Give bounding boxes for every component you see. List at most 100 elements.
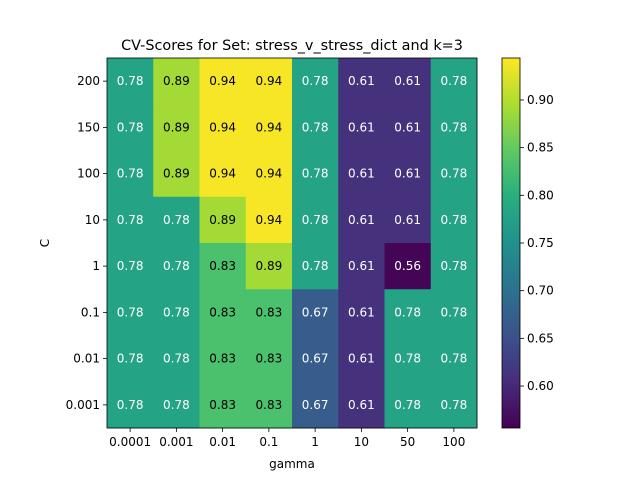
heatmap-cell	[107, 243, 154, 290]
y-tick-label: 1	[92, 259, 100, 273]
cell-value-label: 0.78	[441, 398, 468, 412]
heatmap-cell	[199, 243, 247, 290]
heatmap-cell	[430, 289, 478, 336]
cell-value-label: 0.83	[209, 352, 236, 366]
cell-value-label: 0.78	[441, 352, 468, 366]
cell-value-label: 0.83	[256, 398, 283, 412]
heatmap-cell	[199, 150, 247, 198]
heatmap-cell	[338, 58, 385, 105]
cell-value-label: 0.94	[209, 74, 236, 88]
cell-value-label: 0.61	[348, 213, 375, 227]
cell-value-label: 0.78	[117, 213, 144, 227]
colorbar-tick-label: 0.65	[527, 331, 554, 345]
heatmap-cell	[338, 150, 385, 198]
heatmap-cell	[338, 196, 385, 244]
y-tick-label: 100	[77, 167, 100, 181]
x-tick-label: 0.001	[159, 435, 193, 449]
heatmap-cell	[338, 289, 385, 336]
heatmap-cell	[199, 335, 247, 383]
cell-value-label: 0.78	[163, 305, 190, 319]
heatmap-cell	[153, 58, 200, 105]
cell-value-label: 0.61	[394, 167, 421, 181]
y-tick-label: 10	[85, 213, 100, 227]
cell-value-label: 0.94	[256, 167, 283, 181]
heatmap-cell	[292, 104, 339, 151]
heatmap-cell	[245, 104, 293, 151]
cell-value-label: 0.78	[302, 167, 329, 181]
colorbar-tick-label: 0.70	[527, 284, 554, 298]
cell-value-label: 0.78	[117, 74, 144, 88]
cell-value-label: 0.89	[209, 213, 236, 227]
cell-value-label: 0.78	[163, 398, 190, 412]
x-tick-label: 10	[354, 435, 369, 449]
x-tick-label: 50	[400, 435, 415, 449]
heatmap-cell	[430, 58, 478, 105]
heatmap-cell	[153, 196, 200, 244]
heatmap-cell	[384, 335, 432, 383]
colorbar-tick-label: 0.90	[527, 93, 554, 107]
heatmap-cell	[338, 243, 385, 290]
cell-value-label: 0.78	[441, 74, 468, 88]
colorbar-tick-label: 0.60	[527, 379, 554, 393]
heatmap-cell	[199, 58, 247, 105]
y-tick-label: 0.01	[73, 352, 100, 366]
heatmap-cell	[430, 335, 478, 383]
heatmap-cell	[384, 196, 432, 244]
y-tick-label: 0.1	[81, 305, 100, 319]
heatmap-cell	[199, 381, 247, 429]
heatmap-cell	[384, 289, 432, 336]
cell-value-label: 0.61	[348, 74, 375, 88]
heatmap-cell	[107, 104, 154, 151]
chart-title: CV-Scores for Set: stress_v_stress_dict …	[121, 38, 463, 54]
heatmap-cell	[199, 104, 247, 151]
cell-value-label: 0.67	[302, 305, 329, 319]
heatmap-cell	[292, 196, 339, 244]
heatmap-cell	[292, 243, 339, 290]
heatmap-cell	[430, 150, 478, 198]
heatmap-cell	[292, 150, 339, 198]
heatmap-cell	[153, 335, 200, 383]
x-tick-label: 0.0001	[109, 435, 151, 449]
cell-value-label: 0.83	[256, 305, 283, 319]
cell-value-label: 0.61	[348, 352, 375, 366]
colorbar-tick-label: 0.75	[527, 236, 554, 250]
heatmap-cell	[153, 104, 200, 151]
cell-value-label: 0.78	[441, 213, 468, 227]
heatmap-cell	[338, 335, 385, 383]
heatmap-cells	[107, 58, 478, 429]
cell-value-label: 0.94	[256, 213, 283, 227]
y-tick-label: 150	[77, 120, 100, 134]
x-axis-label: gamma	[269, 457, 315, 471]
cell-value-label: 0.78	[441, 259, 468, 273]
heatmap-cell	[384, 150, 432, 198]
heatmap-cell	[384, 58, 432, 105]
heatmap-cell	[199, 289, 247, 336]
x-tick-label: 100	[442, 435, 465, 449]
heatmap-cell	[338, 104, 385, 151]
cell-value-label: 0.78	[117, 352, 144, 366]
heatmap-cell	[430, 381, 478, 429]
cell-value-label: 0.89	[256, 259, 283, 273]
cell-value-label: 0.94	[209, 120, 236, 134]
heatmap-cell	[107, 58, 154, 105]
heatmap-cell	[245, 58, 293, 105]
heatmap-cell	[430, 196, 478, 244]
heatmap-cell	[153, 381, 200, 429]
heatmap-cell	[107, 289, 154, 336]
cell-value-label: 0.89	[163, 74, 190, 88]
cell-value-label: 0.78	[394, 398, 421, 412]
heatmap-cell	[245, 150, 293, 198]
heatmap-cell	[153, 243, 200, 290]
cell-value-label: 0.61	[394, 74, 421, 88]
heatmap-cell	[107, 150, 154, 198]
cell-value-label: 0.78	[117, 259, 144, 273]
heatmap-cell	[430, 243, 478, 290]
heatmap-cell	[384, 243, 432, 290]
cell-value-label: 0.78	[163, 213, 190, 227]
cell-value-label: 0.89	[163, 167, 190, 181]
cell-value-label: 0.83	[256, 352, 283, 366]
cell-value-label: 0.67	[302, 352, 329, 366]
y-axis-ticks: 200 150 100 10 1 0.1 0.01 0.001	[66, 74, 107, 412]
cell-value-label: 0.61	[394, 213, 421, 227]
y-tick-label: 200	[77, 74, 100, 88]
